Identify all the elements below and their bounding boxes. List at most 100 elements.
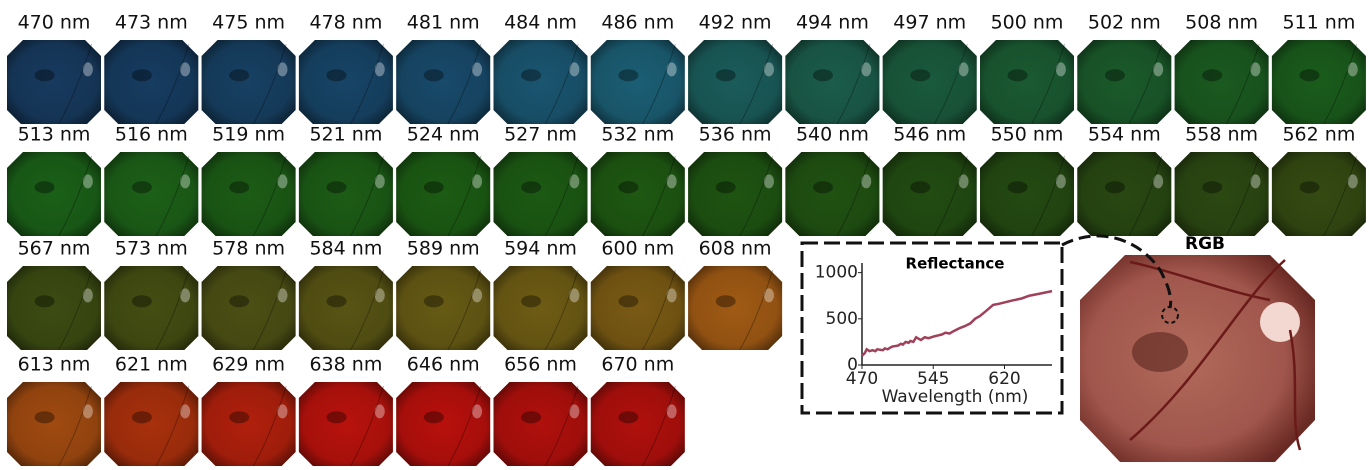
fovea bbox=[521, 411, 541, 423]
reflectance-line bbox=[862, 291, 1052, 356]
wavelength-label: 573 nm bbox=[115, 238, 188, 260]
wavelength-label: 589 nm bbox=[407, 238, 480, 260]
fovea bbox=[424, 69, 444, 81]
tile-shade bbox=[785, 152, 879, 236]
tile-shade bbox=[202, 152, 296, 236]
tile-shade bbox=[494, 152, 588, 236]
wavelength-label: 470 nm bbox=[18, 12, 91, 34]
fovea bbox=[716, 295, 736, 307]
tile-shade bbox=[688, 40, 782, 124]
tile-shade bbox=[1272, 40, 1366, 124]
fovea bbox=[618, 295, 638, 307]
chart-title: Reflectance bbox=[906, 255, 1005, 273]
tile-shade bbox=[104, 382, 198, 466]
tile-shade bbox=[7, 152, 101, 236]
wavelength-label: 670 nm bbox=[601, 354, 674, 376]
tile-shade bbox=[591, 382, 685, 466]
rgb-label: RGB bbox=[1185, 234, 1225, 254]
tile-shade bbox=[591, 266, 685, 350]
tile-shade bbox=[299, 40, 393, 124]
fovea bbox=[35, 411, 55, 423]
wavelength-label: 608 nm bbox=[699, 238, 772, 260]
fovea bbox=[229, 411, 249, 423]
rgb-optic-disc bbox=[1260, 302, 1300, 342]
tile-shade bbox=[494, 266, 588, 350]
wavelength-label: 600 nm bbox=[601, 238, 674, 260]
fovea bbox=[1105, 181, 1125, 193]
figure: 470 nm473 nm475 nm478 nm481 nm484 nm486 … bbox=[0, 0, 1369, 466]
fovea bbox=[1008, 69, 1028, 81]
tile-shade bbox=[591, 152, 685, 236]
fovea bbox=[521, 295, 541, 307]
fovea bbox=[132, 181, 152, 193]
wavelength-label: 511 nm bbox=[1282, 12, 1355, 34]
fovea bbox=[618, 181, 638, 193]
tile-shade bbox=[299, 266, 393, 350]
wavelength-label: 516 nm bbox=[115, 124, 188, 146]
tile-shade bbox=[396, 40, 490, 124]
tile-shade bbox=[202, 40, 296, 124]
tile-shade bbox=[980, 40, 1074, 124]
wavelength-label: 513 nm bbox=[18, 124, 91, 146]
fovea bbox=[424, 295, 444, 307]
fovea bbox=[229, 181, 249, 193]
wavelength-label: 521 nm bbox=[309, 124, 382, 146]
tile-shade bbox=[7, 266, 101, 350]
tile-shade bbox=[299, 382, 393, 466]
wavelength-label: 475 nm bbox=[212, 12, 285, 34]
fovea bbox=[716, 181, 736, 193]
rgb-fovea bbox=[1132, 332, 1188, 372]
tile-shade bbox=[1175, 40, 1269, 124]
tile-shade bbox=[1077, 152, 1171, 236]
fovea bbox=[910, 69, 930, 81]
wavelength-label: 484 nm bbox=[504, 12, 577, 34]
wavelength-label: 494 nm bbox=[796, 12, 869, 34]
fovea bbox=[521, 69, 541, 81]
wavelength-label: 540 nm bbox=[796, 124, 869, 146]
wavelength-label: 656 nm bbox=[504, 354, 577, 376]
tile-shade bbox=[785, 40, 879, 124]
tile-shade bbox=[299, 152, 393, 236]
fovea bbox=[618, 411, 638, 423]
fovea bbox=[1300, 69, 1320, 81]
tile-shade bbox=[396, 382, 490, 466]
wavelength-label: 550 nm bbox=[991, 124, 1064, 146]
wavelength-label: 500 nm bbox=[991, 12, 1064, 34]
tile-shade bbox=[104, 266, 198, 350]
fovea bbox=[327, 295, 347, 307]
wavelength-label: 481 nm bbox=[407, 12, 480, 34]
wavelength-label: 478 nm bbox=[309, 12, 382, 34]
y-tick-label: 500 bbox=[826, 309, 858, 329]
tile-shade bbox=[688, 152, 782, 236]
wavelength-label: 558 nm bbox=[1185, 124, 1258, 146]
tile-shade bbox=[494, 40, 588, 124]
wavelength-label: 584 nm bbox=[309, 238, 382, 260]
wavelength-label: 502 nm bbox=[1088, 12, 1161, 34]
x-tick-label: 545 bbox=[917, 369, 949, 389]
wavelength-label: 508 nm bbox=[1185, 12, 1258, 34]
tile-shade bbox=[883, 40, 977, 124]
fovea bbox=[424, 411, 444, 423]
fovea bbox=[813, 181, 833, 193]
fovea bbox=[521, 181, 541, 193]
wavelength-label: 519 nm bbox=[212, 124, 285, 146]
wavelength-label: 532 nm bbox=[601, 124, 674, 146]
fovea bbox=[327, 411, 347, 423]
wavelength-label: 527 nm bbox=[504, 124, 577, 146]
tile-shade bbox=[202, 382, 296, 466]
fovea bbox=[35, 295, 55, 307]
fovea bbox=[1105, 69, 1125, 81]
tile-shade bbox=[591, 40, 685, 124]
wavelength-label: 578 nm bbox=[212, 238, 285, 260]
tile-shade bbox=[7, 40, 101, 124]
wavelength-label: 613 nm bbox=[18, 354, 91, 376]
wavelength-label: 646 nm bbox=[407, 354, 480, 376]
fovea bbox=[910, 181, 930, 193]
tile-shade bbox=[396, 152, 490, 236]
fovea bbox=[229, 69, 249, 81]
wavelength-label: 473 nm bbox=[115, 12, 188, 34]
wavelength-label: 621 nm bbox=[115, 354, 188, 376]
wavelength-label: 497 nm bbox=[893, 12, 966, 34]
tile-shade bbox=[1175, 152, 1269, 236]
